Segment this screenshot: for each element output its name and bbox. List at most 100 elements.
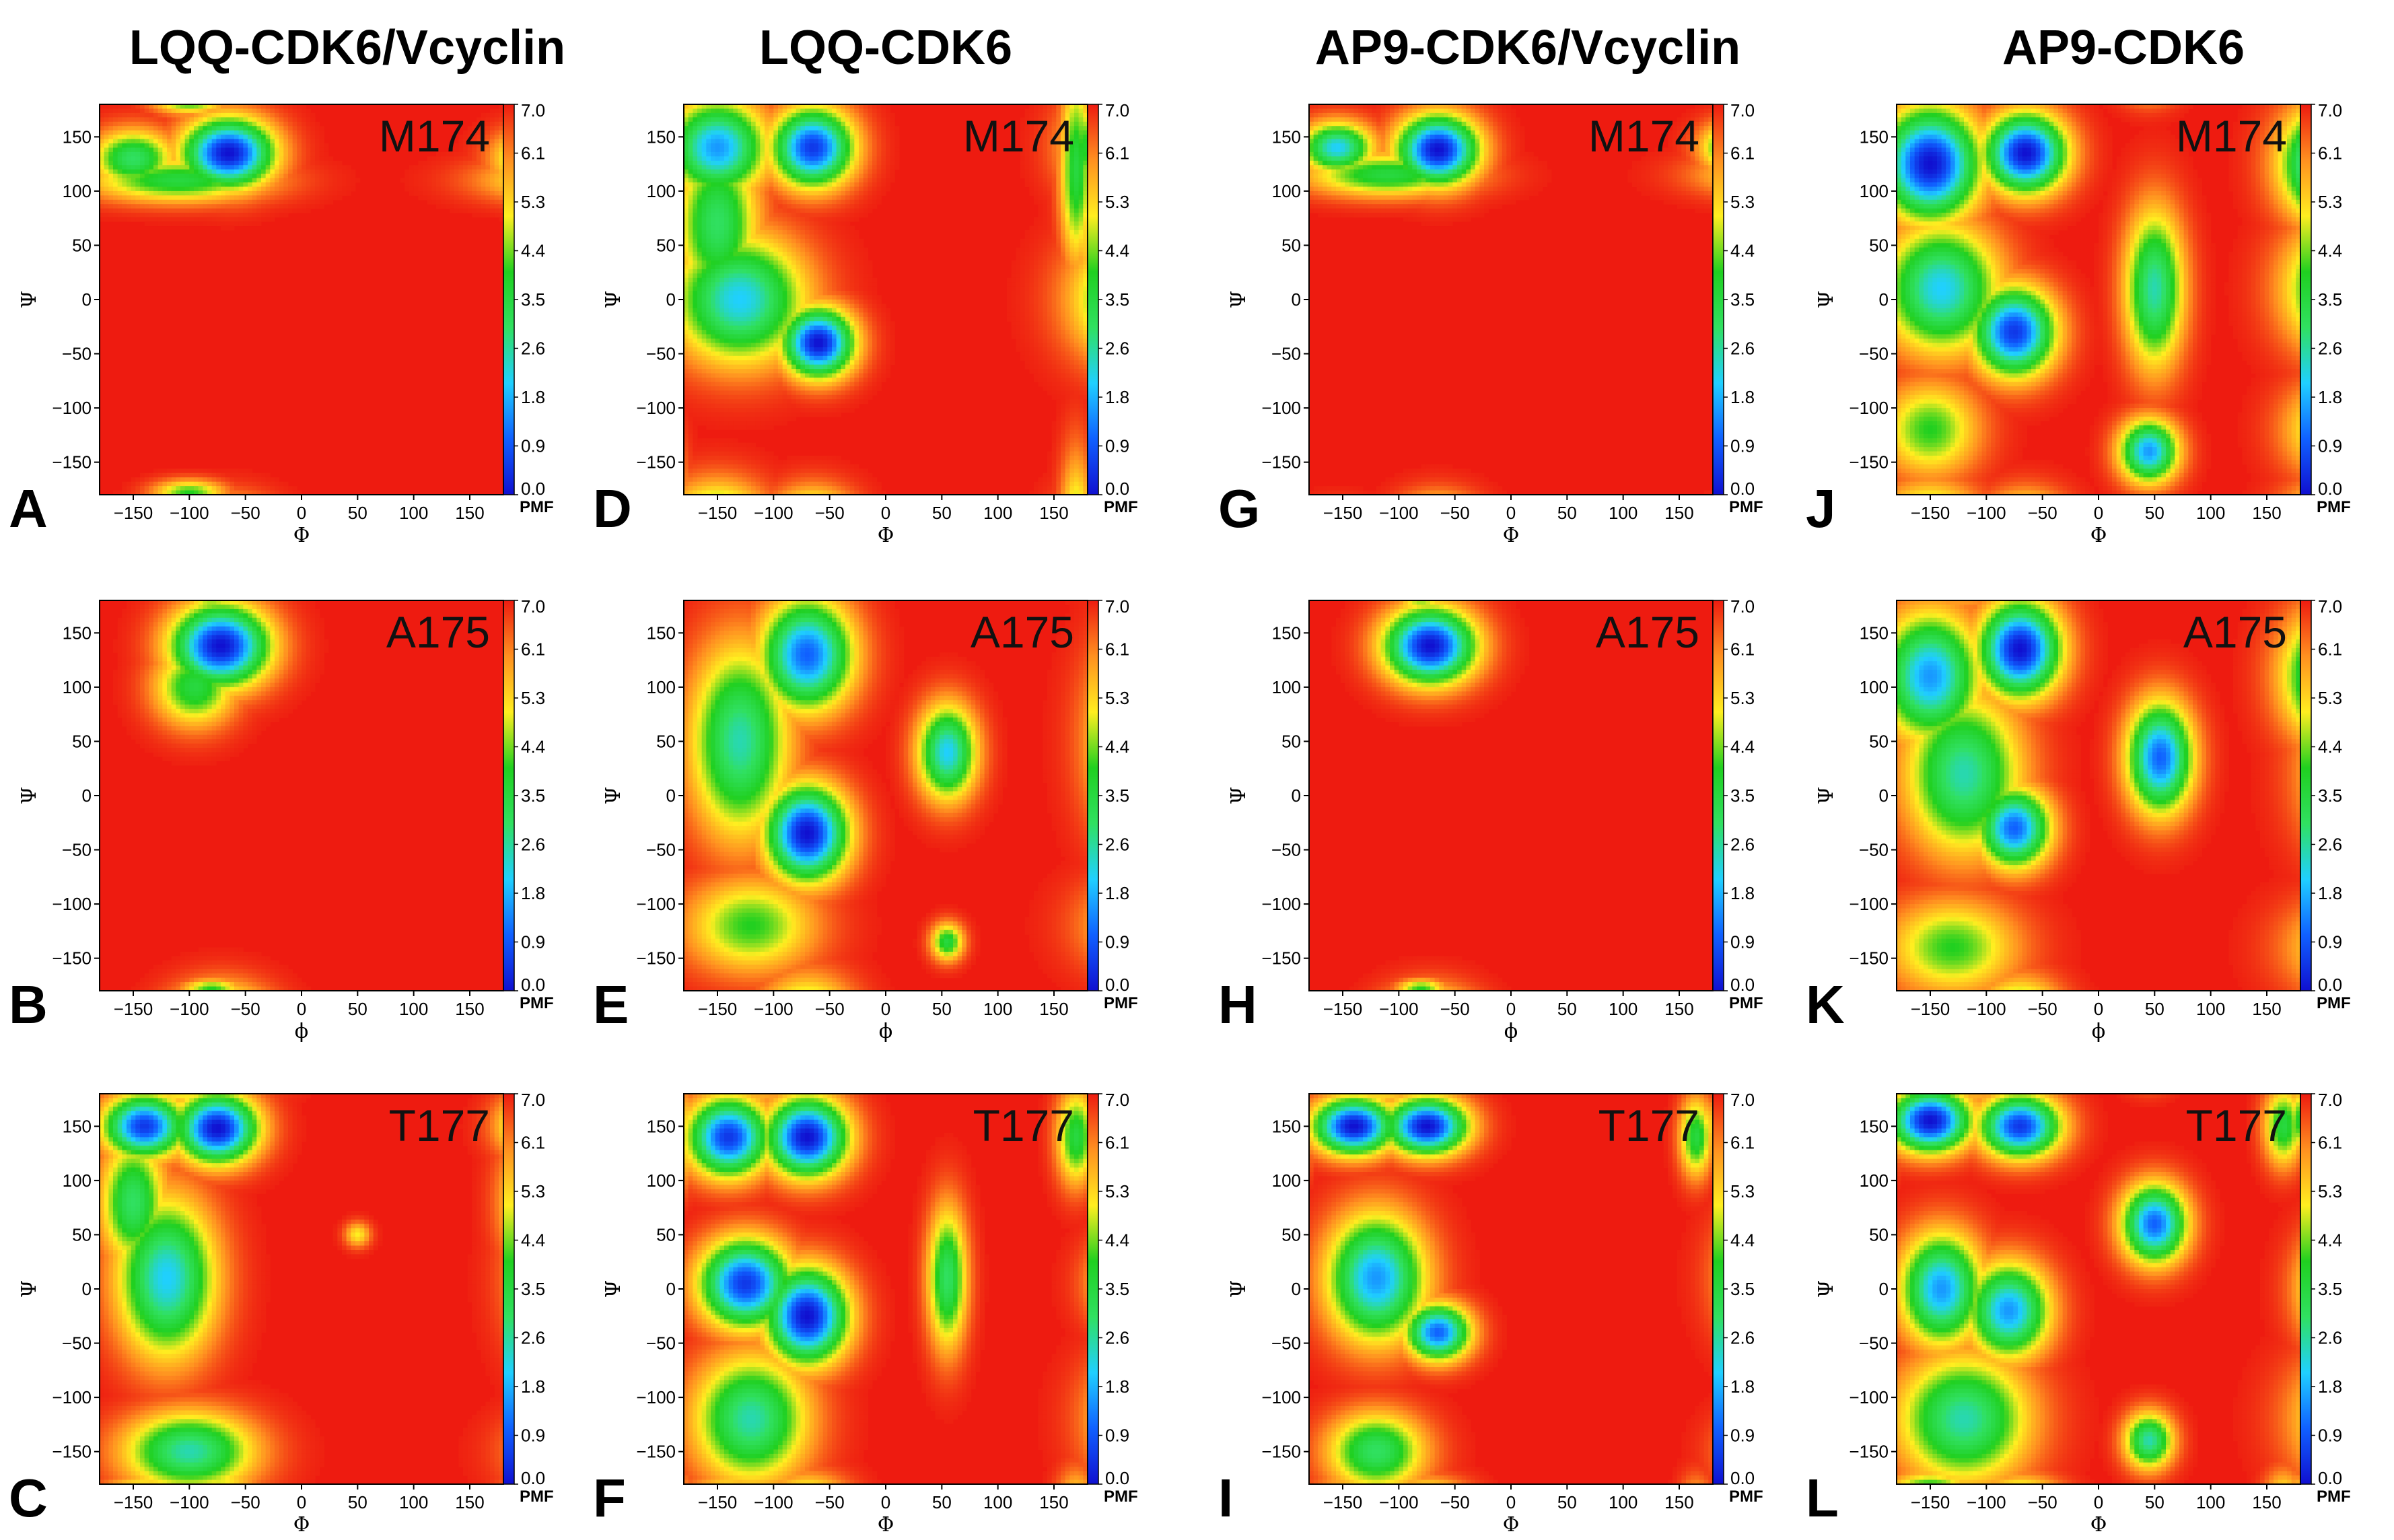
y-tick-label: −150 [52, 1442, 92, 1462]
y-tick-label: −50 [1859, 344, 1889, 364]
residue-label: A175 [971, 607, 1074, 657]
x-tick-label: −150 [1911, 1492, 1950, 1512]
y-tick-label: −100 [52, 1387, 92, 1407]
y-tick-label: 100 [1272, 181, 1301, 201]
colorbar-tick-label: 2.6 [2318, 339, 2342, 359]
x-tick-label: 50 [2145, 503, 2164, 523]
colorbar-tick-label: 7.0 [1105, 596, 1129, 617]
y-tick-label: 0 [1879, 785, 1889, 806]
y-tick-label: 50 [1281, 1224, 1301, 1245]
colorbar-tick-label: 6.1 [521, 143, 545, 164]
y-tick-label: 150 [63, 1116, 92, 1136]
colorbar-tick-label: 0.9 [1105, 1426, 1129, 1446]
colorbar [1712, 1093, 1724, 1485]
column-title-2: LQQ-CDK6 [759, 21, 1012, 75]
x-tick-label: 0 [881, 999, 890, 1019]
colorbar-label: PMF [1104, 1488, 1138, 1506]
y-tick-label: −50 [1859, 1333, 1889, 1354]
colorbar-tick-label: 3.5 [2318, 289, 2342, 310]
colorbar-tick-label: 5.3 [1105, 1181, 1129, 1201]
y-tick-label: 150 [1272, 1116, 1301, 1136]
panel-C: T177 −150 −100 −50 0 50 100 150 150 100 50 0 −50 −100… [9, 1090, 554, 1537]
colorbar-tick-label: 1.8 [1730, 387, 1755, 407]
y-tick-label: 100 [63, 1170, 92, 1191]
colorbar [1712, 104, 1724, 495]
colorbar-tick-label: 5.3 [521, 1181, 545, 1201]
x-axis-label: Φ [878, 524, 894, 547]
colorbar-tick-label: 0.9 [1105, 932, 1129, 952]
panel-A: M174 −150 −100 −50 0 50 100 150 150 100 50 0 −50 −100… [9, 100, 554, 547]
panel-L: T177 −150 −100 −50 0 50 100 150 150 100 50 0 −50 −100… [1806, 1090, 2351, 1537]
y-tick-label: 100 [1272, 1170, 1301, 1191]
colorbar-tick-label: 0.9 [2318, 932, 2342, 952]
colorbar-tick-label: 2.6 [2318, 835, 2342, 855]
x-tick-label: 50 [932, 1492, 952, 1512]
column-title-4: AP9-CDK6 [2002, 21, 2245, 75]
colorbar-tick-label: 5.3 [521, 688, 545, 708]
y-tick-label: 150 [1860, 127, 1889, 147]
y-tick-label: −50 [1271, 344, 1301, 364]
y-tick-label: −100 [1849, 398, 1889, 418]
colorbar-tick-label: 5.3 [1730, 688, 1755, 708]
x-tick-label: 0 [297, 503, 306, 523]
colorbar-label: PMF [2317, 1488, 2351, 1506]
colorbar-tick-label: 3.5 [1730, 785, 1755, 806]
x-tick-label: 150 [455, 1492, 484, 1512]
panel-letter: H [1218, 975, 1257, 1035]
x-tick-label: 0 [2094, 999, 2103, 1019]
colorbar-tick-label: 0.9 [1105, 436, 1129, 456]
y-tick-label: 100 [1860, 1170, 1889, 1191]
x-tick-label: −100 [170, 999, 209, 1019]
colorbar-tick-label: 7.0 [521, 100, 545, 120]
colorbar-tick-label: 5.3 [1730, 192, 1755, 212]
y-tick-label: 150 [1272, 623, 1301, 643]
y-tick-label: 0 [1879, 1279, 1889, 1299]
y-axis-label: Ψ [1227, 1280, 1251, 1298]
y-tick-label: −50 [646, 840, 676, 860]
panel-letter: E [593, 975, 629, 1035]
y-tick-label: 150 [1272, 127, 1301, 147]
colorbar [503, 104, 515, 495]
y-axis-label: Ψ [1815, 787, 1838, 804]
heatmap-G [1309, 104, 1714, 495]
column-title-1: LQQ-CDK6/Vcyclin [129, 21, 565, 75]
panel-letter: G [1218, 479, 1260, 538]
y-tick-label: −50 [646, 344, 676, 364]
x-tick-label: 0 [1506, 999, 1516, 1019]
panel-letter: F [593, 1468, 626, 1528]
x-axis-label: ϕ [2092, 1020, 2105, 1043]
colorbar-tick-label: 6.1 [2318, 1133, 2342, 1153]
y-tick-label: −50 [62, 1333, 92, 1354]
y-axis-label: Ψ [1227, 787, 1251, 804]
y-tick-label: 100 [1272, 677, 1301, 697]
colorbar-tick-label: 3.5 [521, 1279, 545, 1299]
x-axis-label: ϕ [1504, 1020, 1518, 1043]
y-tick-label: 100 [647, 677, 676, 697]
colorbar-tick-label: 4.4 [2318, 737, 2342, 757]
colorbar [2300, 600, 2312, 991]
colorbar-tick-label: 3.5 [1105, 289, 1129, 310]
colorbar-tick-label: 0.0 [1105, 975, 1129, 995]
y-tick-label: 50 [72, 1224, 92, 1245]
y-tick-label: 100 [63, 181, 92, 201]
x-tick-label: −100 [1379, 999, 1419, 1019]
x-tick-label: −150 [1911, 503, 1950, 523]
x-tick-label: −100 [1967, 503, 2006, 523]
x-tick-label: −150 [1911, 999, 1950, 1019]
x-tick-label: 100 [399, 999, 428, 1019]
residue-label: A175 [2183, 607, 2287, 657]
x-tick-label: −150 [1323, 999, 1363, 1019]
x-tick-label: 0 [2094, 1492, 2103, 1512]
colorbar-label: PMF [1729, 498, 1763, 516]
y-tick-label: 0 [82, 785, 92, 806]
colorbar-label: PMF [2317, 498, 2351, 516]
y-tick-label: 100 [647, 1170, 676, 1191]
x-axis-label: Φ [2090, 1513, 2107, 1537]
y-tick-label: 150 [1860, 623, 1889, 643]
column-title-3: AP9-CDK6/Vcyclin [1315, 21, 1740, 75]
residue-label: T177 [1598, 1100, 1699, 1150]
colorbar-tick-label: 4.4 [1105, 1230, 1129, 1251]
colorbar-tick-label: 2.6 [1730, 835, 1755, 855]
x-tick-label: 150 [2252, 503, 2281, 523]
x-tick-label: 100 [2196, 503, 2225, 523]
